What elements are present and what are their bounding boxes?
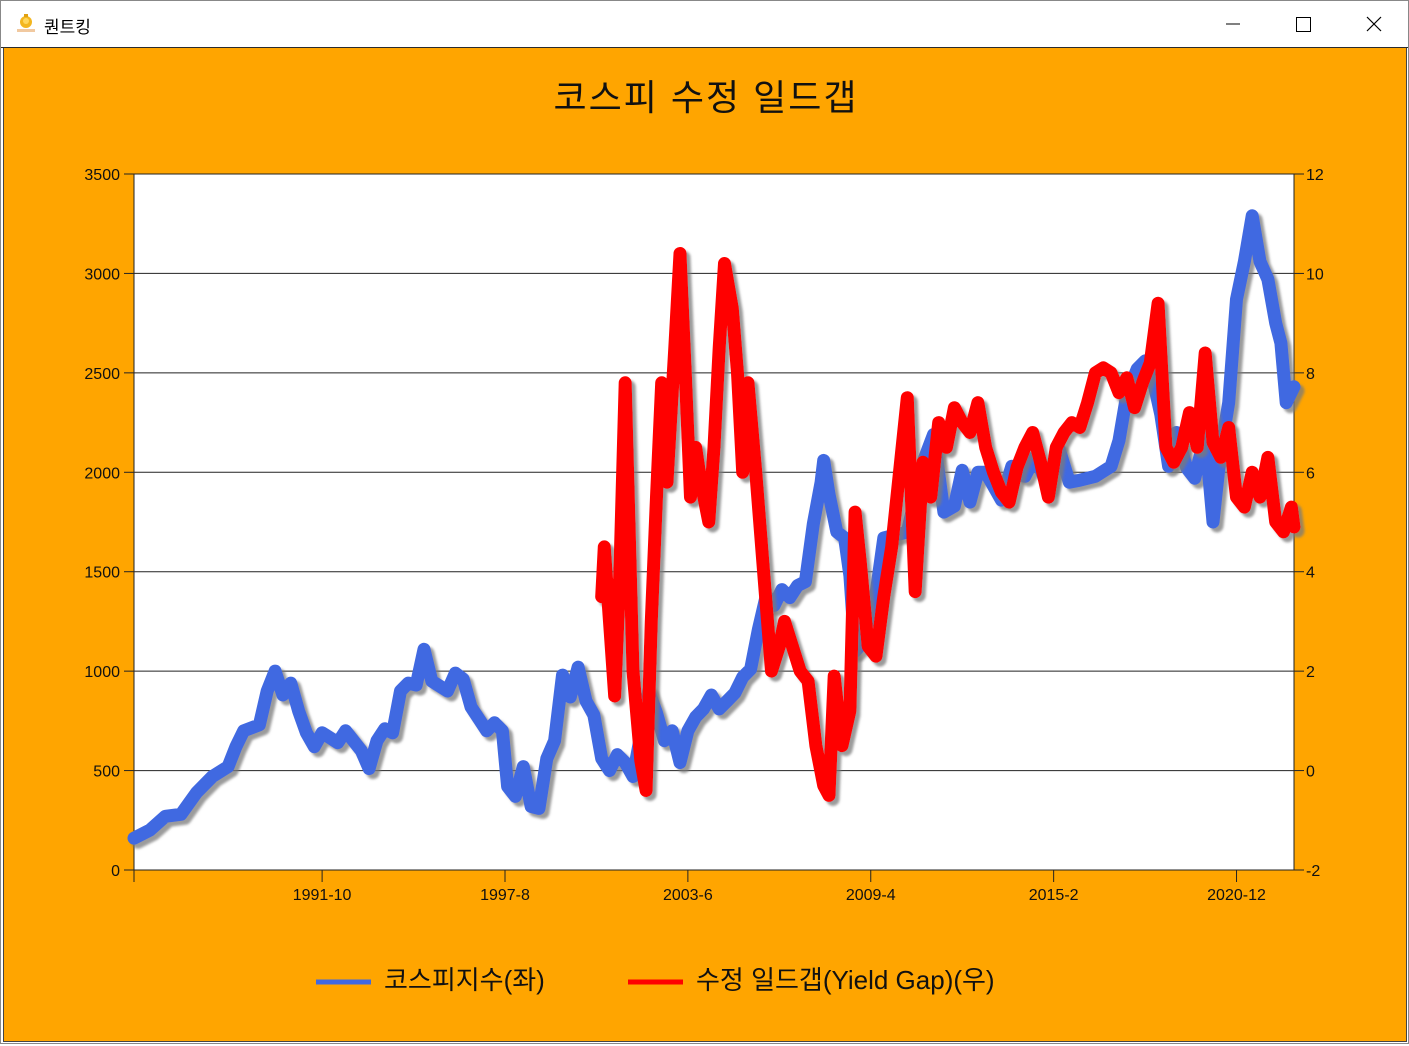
close-button[interactable] xyxy=(1338,1,1408,47)
legend-label-yield-gap: 수정 일드갭(Yield Gap)(우) xyxy=(696,965,995,995)
series-layer xyxy=(127,209,1301,845)
y-left-tick-label: 3000 xyxy=(84,266,120,283)
x-tick-label: 1991-10 xyxy=(293,887,352,904)
chart-panel: 코스피 수정 일드갭 0 500 1000 1500 2000 2500 3000 3500 -… xyxy=(3,48,1407,1042)
y-right-tick-label: 12 xyxy=(1306,167,1324,184)
yield-gap-series-line xyxy=(595,247,1301,802)
x-tick-label: 1997-8 xyxy=(480,887,530,904)
y-right-tick-label: -2 xyxy=(1306,863,1320,880)
close-icon xyxy=(1366,16,1382,32)
maximize-icon xyxy=(1296,17,1311,32)
maximize-button[interactable] xyxy=(1268,1,1338,47)
axes: 0 500 1000 1500 2000 2500 3000 3500 -2 0 2 4 6 8 10 12 1… xyxy=(84,167,1323,904)
chart-title: 코스피 수정 일드갭 xyxy=(554,77,859,118)
legend: 코스피지수(좌) 수정 일드갭(Yield Gap)(우) xyxy=(316,965,995,995)
x-tick-label: 2015-2 xyxy=(1029,887,1079,904)
x-tick-label: 2020-12 xyxy=(1207,887,1266,904)
y-left-tick-label: 2500 xyxy=(84,366,120,383)
y-right-tick-label: 4 xyxy=(1306,565,1315,582)
y-right-tick-label: 8 xyxy=(1306,366,1315,383)
y-left-tick-label: 2000 xyxy=(84,465,120,482)
x-tick-label: 2009-4 xyxy=(846,887,896,904)
legend-label-kospi: 코스피지수(좌) xyxy=(384,965,545,995)
y-left-tick-label: 1000 xyxy=(84,664,120,681)
y-right-tick-label: 0 xyxy=(1306,764,1315,781)
y-left-tick-label: 1500 xyxy=(84,565,120,582)
y-right-tick-label: 10 xyxy=(1306,266,1324,283)
minimize-button[interactable] xyxy=(1198,1,1268,47)
y-left-tick-label: 500 xyxy=(93,764,120,781)
kospi-series-line xyxy=(127,209,1301,845)
y-left-tick-label: 0 xyxy=(111,863,120,880)
y-right-tick-label: 2 xyxy=(1306,664,1315,681)
y-right-tick-label: 6 xyxy=(1306,465,1315,482)
window-title: 퀀트킹 xyxy=(44,18,91,38)
chart: 코스피 수정 일드갭 0 500 1000 1500 2000 2500 3000 3500 -… xyxy=(84,77,1323,995)
app-logo-icon xyxy=(17,14,35,32)
x-tick-label: 2003-6 xyxy=(663,887,713,904)
y-left-tick-label: 3500 xyxy=(84,167,120,184)
title-bar[interactable]: 퀀트킹 xyxy=(1,1,1408,48)
